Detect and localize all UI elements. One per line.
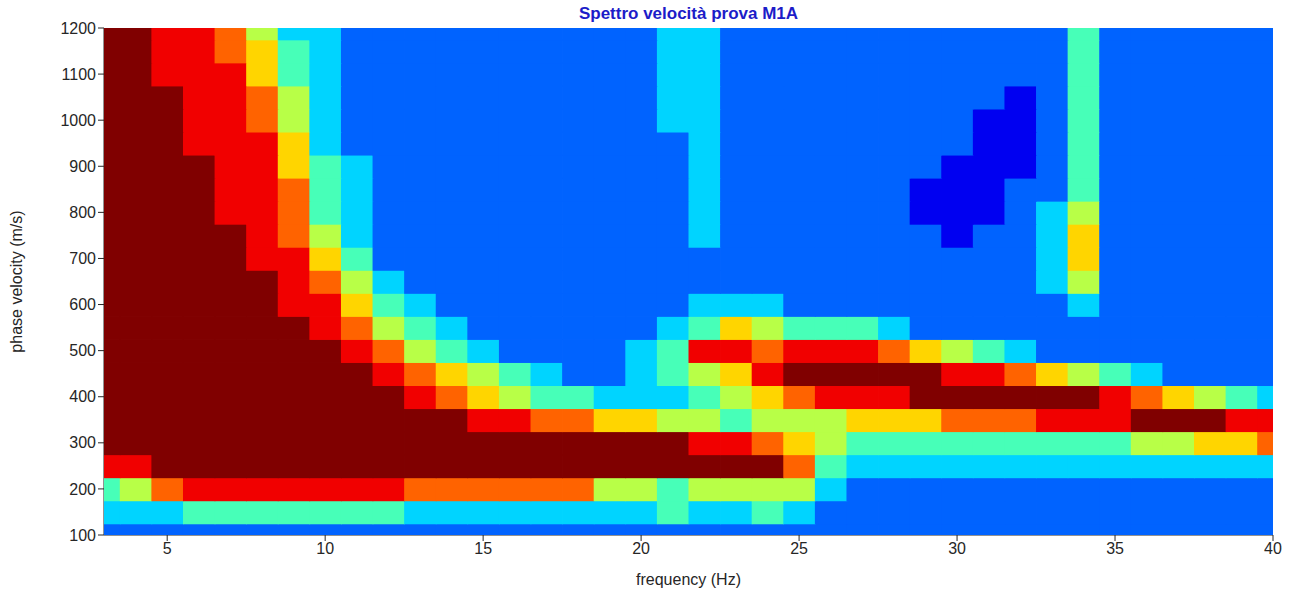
svg-text:500: 500 — [69, 342, 96, 359]
svg-text:frequency (Hz): frequency (Hz) — [636, 571, 741, 588]
html-text:Spettro velocità prova M1A: Spettro velocità prova M1A — [578, 4, 799, 23]
svg-text:400: 400 — [69, 388, 96, 405]
svg-text:900: 900 — [69, 158, 96, 175]
svg-text:1200: 1200 — [60, 20, 96, 37]
svg-text:40: 40 — [1264, 540, 1282, 557]
svg-text:10: 10 — [316, 540, 334, 557]
svg-text:300: 300 — [69, 434, 96, 451]
svg-text:1100: 1100 — [62, 66, 97, 83]
svg-text:100: 100 — [69, 527, 96, 544]
svg-text:1000: 1000 — [60, 112, 96, 129]
svg-text:phase velocity (m/s): phase velocity (m/s) — [8, 210, 25, 352]
svg-text:30: 30 — [948, 540, 966, 557]
svg-text:700: 700 — [69, 250, 96, 267]
svg-text:200: 200 — [69, 481, 96, 498]
svg-text:600: 600 — [69, 296, 96, 313]
svg-text:5: 5 — [163, 540, 172, 557]
svg-text:15: 15 — [474, 540, 492, 557]
svg-text:35: 35 — [1106, 540, 1124, 557]
svg-text:25: 25 — [790, 540, 808, 557]
svg-text:20: 20 — [632, 540, 650, 557]
svg-text:800: 800 — [69, 204, 96, 221]
